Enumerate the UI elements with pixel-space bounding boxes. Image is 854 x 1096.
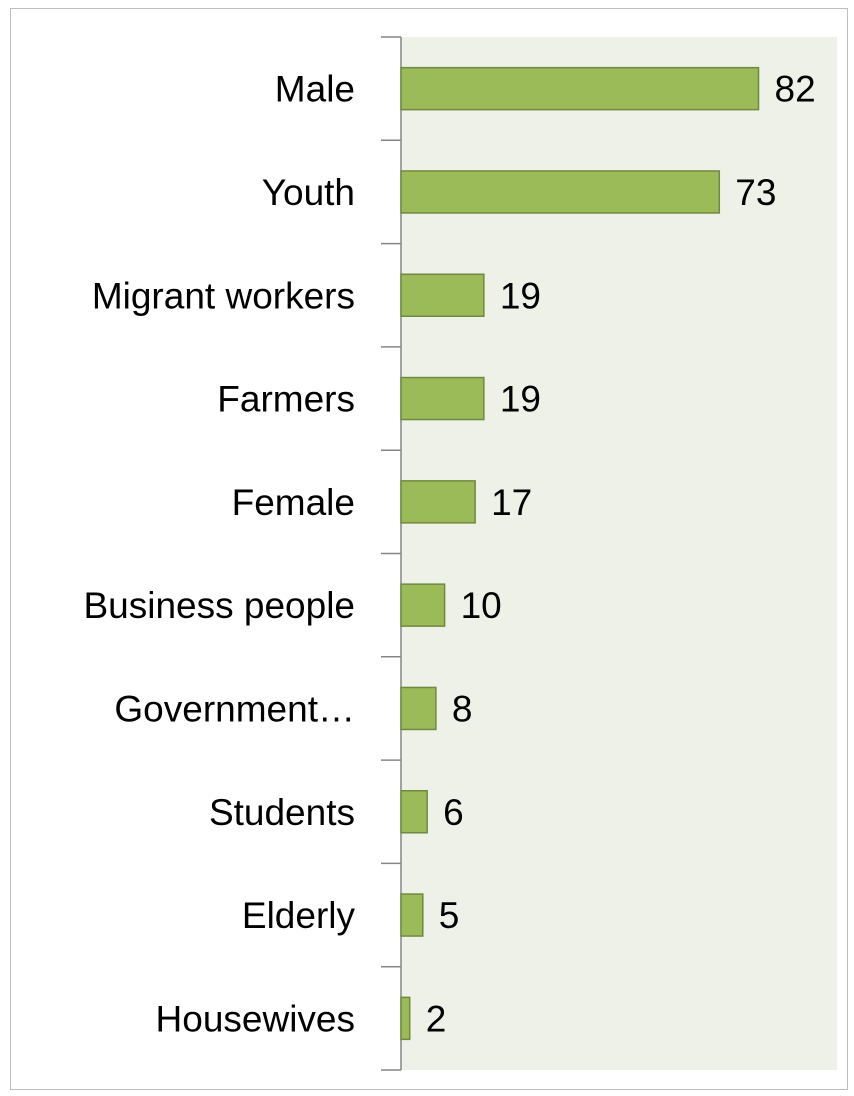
category-label: Business people [83,585,355,626]
category-label: Students [209,792,355,833]
bar [400,583,446,627]
category-label: Government… [114,688,355,729]
bar [400,996,411,1041]
category-label: Youth [262,172,355,213]
category-label: Migrant workers [92,275,355,316]
bar [400,170,721,214]
value-label: 6 [443,792,464,833]
value-label: 19 [500,379,541,420]
bar [400,790,428,834]
category-label: Farmers [217,379,355,420]
bar [400,66,760,111]
value-label: 73 [735,172,776,213]
value-label: 19 [500,275,541,316]
category-label: Housewives [156,998,355,1039]
bars [400,66,760,1041]
category-axis [381,36,402,1071]
value-label: 17 [491,482,532,523]
value-label: 82 [775,69,816,110]
bar [400,273,485,317]
bar [400,480,476,524]
bar [400,686,437,731]
bar [400,893,424,937]
category-label: Male [275,69,355,110]
value-label: 8 [452,688,473,729]
value-label: 5 [439,895,460,936]
value-label: 10 [461,585,502,626]
value-label: 2 [426,998,447,1039]
category-label: Elderly [242,895,356,936]
category-labels: Male Youth Migrant workers Farmers Female Bus… [83,69,355,1040]
value-labels: 82 73 19 19 17 10 8 6 5 2 [426,69,816,1040]
category-label: Female [232,482,355,523]
bar [400,376,485,421]
